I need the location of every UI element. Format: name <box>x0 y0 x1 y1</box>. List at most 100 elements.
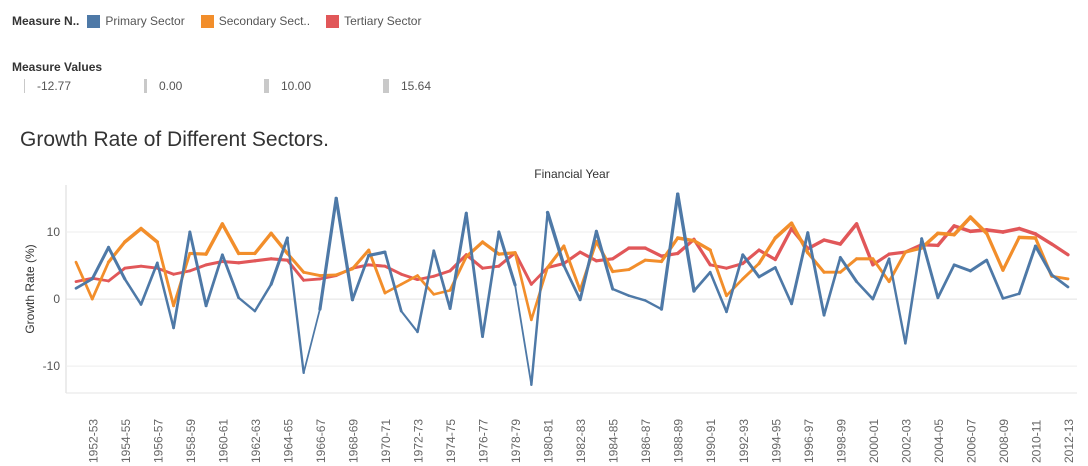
x-tick-label: 1970-71 <box>379 419 393 463</box>
series-segment <box>594 229 615 291</box>
tertiary-swatch <box>326 14 340 28</box>
series-segment <box>286 236 305 375</box>
series-segment <box>1001 292 1021 300</box>
series-segment <box>1001 226 1022 234</box>
series-segment <box>644 299 663 311</box>
series-segment <box>725 253 745 314</box>
x-tick-label: 1982-83 <box>574 419 588 463</box>
series-segment <box>562 264 582 302</box>
series-segment <box>481 230 501 338</box>
legend-item-tertiary[interactable]: Tertiary Sector <box>326 14 421 28</box>
x-tick-label: 1998-99 <box>834 419 848 463</box>
series-segment <box>367 248 387 295</box>
color-legend: Measure N.. Primary Sector Secondary Sec… <box>12 14 437 28</box>
series-segment <box>985 258 1005 300</box>
series-segment <box>318 273 338 277</box>
series-segment <box>155 240 176 308</box>
series-segment <box>448 211 468 310</box>
x-tick-label: 1990-91 <box>704 419 718 463</box>
size-legend-label: 15.64 <box>401 79 432 93</box>
size-legend-item: 0.00 <box>144 79 182 93</box>
series-segment <box>546 262 566 270</box>
y-tick-label: 10 <box>47 225 61 239</box>
series-segment <box>269 236 289 286</box>
series-segment <box>383 264 403 276</box>
x-tick-label: 2004-05 <box>932 419 946 463</box>
series-segment <box>204 222 225 256</box>
series-segment <box>464 211 484 339</box>
series-segment <box>676 192 696 293</box>
series-segment <box>432 249 452 310</box>
series-segment <box>822 256 842 317</box>
x-tick-label: 1988-89 <box>672 419 686 463</box>
series-segment <box>123 226 143 244</box>
x-tick-label: 1964-65 <box>281 419 295 463</box>
size-bar <box>383 79 389 93</box>
series-segment <box>757 248 777 262</box>
size-legend-label: -12.77 <box>37 79 72 93</box>
series-segment <box>968 215 989 236</box>
size-bar <box>264 79 269 93</box>
series-segment <box>1050 242 1070 257</box>
series-segment <box>806 251 826 274</box>
series-segment <box>578 229 598 302</box>
x-tick-label: 1976-77 <box>477 419 491 463</box>
series-segment <box>188 230 208 308</box>
x-tick-label: 2012-13 <box>1062 419 1076 463</box>
series-segment <box>773 266 793 306</box>
series-segment <box>611 268 631 274</box>
series-segment <box>708 248 728 298</box>
series-segment <box>318 196 338 311</box>
series-segment <box>334 196 355 302</box>
series-segment <box>692 270 712 293</box>
series-segment <box>139 261 159 306</box>
x-tick-label: 2008-09 <box>997 419 1011 463</box>
x-tick-label: 1958-59 <box>184 419 198 463</box>
series-segment <box>334 267 354 277</box>
x-tick-label: 1974-75 <box>444 419 458 463</box>
series-segment <box>514 284 533 386</box>
series-segment <box>643 246 664 258</box>
series-segment <box>253 283 273 313</box>
series-segment <box>497 230 517 287</box>
color-legend-title: Measure N.. <box>12 14 80 28</box>
series-segment <box>302 277 322 282</box>
series-segment <box>887 250 907 256</box>
x-tick-label: 1972-73 <box>412 419 426 463</box>
x-tick-label: 2010-11 <box>1029 420 1043 463</box>
x-tick-label: 1966-67 <box>314 419 328 463</box>
series-segment <box>659 192 680 311</box>
x-axis-title: Financial Year <box>534 167 609 181</box>
series-segment <box>757 266 777 279</box>
series-segment <box>968 258 989 273</box>
series-segment <box>156 261 175 330</box>
legend-label-primary: Primary Sector <box>105 14 185 28</box>
series-segment <box>1017 244 1037 296</box>
size-legend-row: -12.77 0.00 10.00 15.64 <box>12 79 472 95</box>
legend-item-primary[interactable]: Primary Sector <box>87 14 185 28</box>
series-segment <box>416 249 436 334</box>
series-segment <box>741 248 761 266</box>
series-segment <box>350 248 371 271</box>
x-tick-label: 2006-07 <box>964 419 978 463</box>
series-segment <box>107 266 127 283</box>
series-segment <box>253 257 273 263</box>
series-segment <box>887 257 907 345</box>
series-segment <box>481 264 501 270</box>
series-segment <box>107 245 127 281</box>
series-segment <box>90 260 110 301</box>
series-segment <box>806 231 826 317</box>
size-legend-label: 0.00 <box>159 79 183 93</box>
series-segment <box>1017 235 1038 240</box>
series-segment <box>302 270 322 278</box>
x-tick-label: 2002-03 <box>899 419 913 463</box>
series-segment <box>773 226 794 262</box>
series-segment <box>90 245 111 281</box>
series-segment <box>351 254 371 302</box>
series-segment <box>123 277 143 306</box>
series-segment <box>1050 273 1070 289</box>
series-segment <box>871 257 891 301</box>
legend-item-secondary[interactable]: Secondary Sect.. <box>200 14 310 28</box>
series-segment <box>253 231 273 256</box>
x-tick-label: 1994-95 <box>769 419 783 463</box>
